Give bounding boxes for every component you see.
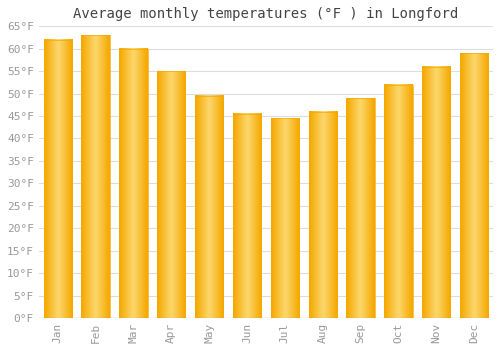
Bar	[346, 98, 375, 318]
Bar	[119, 49, 148, 318]
Bar	[195, 96, 224, 318]
Bar	[308, 112, 337, 318]
Bar	[422, 66, 450, 318]
Title: Average monthly temperatures (°F ) in Longford: Average monthly temperatures (°F ) in Lo…	[74, 7, 458, 21]
Bar	[44, 40, 72, 318]
Bar	[270, 118, 299, 318]
Bar	[384, 85, 412, 318]
Bar	[460, 53, 488, 318]
Bar	[233, 114, 261, 318]
Bar	[157, 71, 186, 318]
Bar	[82, 35, 110, 318]
